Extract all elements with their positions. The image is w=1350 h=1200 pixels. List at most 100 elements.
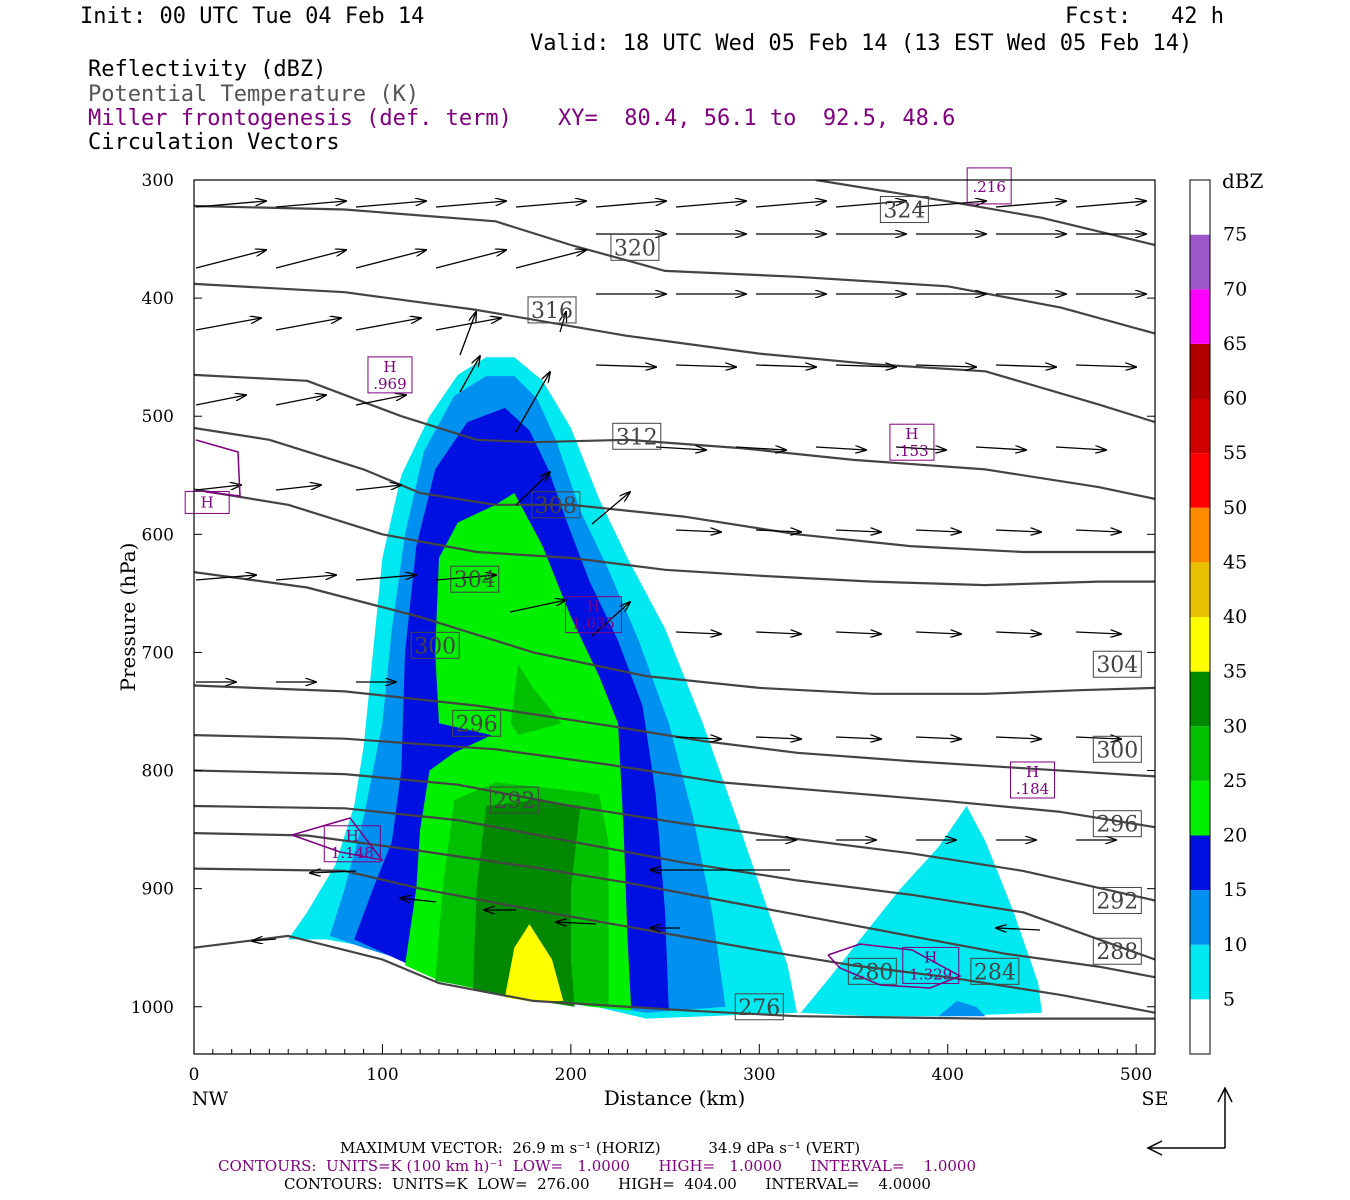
theta-line-292 — [194, 769, 1155, 902]
frontogenesis-contour — [291, 817, 384, 862]
theta-line-304 — [194, 571, 1155, 695]
plot-frame — [193, 179, 1156, 1055]
frontogenesis-max-value: .969 — [373, 375, 406, 393]
circulation-vector — [915, 365, 976, 367]
circulation-vector — [1075, 365, 1136, 367]
frontogenesis-max-label: H — [905, 425, 918, 443]
circulation-vector — [515, 250, 586, 269]
x-end-label-left: NW — [192, 1088, 229, 1110]
colorbar-title: dBZ — [1222, 169, 1264, 193]
circulation-vector — [515, 372, 550, 433]
theta-label: 284 — [974, 960, 1016, 985]
circulation-vector — [275, 201, 346, 208]
colorbar-swatch — [1190, 562, 1210, 617]
frontogenesis-marker-box — [902, 946, 960, 984]
theta-line-276 — [194, 934, 1155, 1020]
colorbar-tick-label: 55 — [1223, 442, 1247, 464]
colorbar-tick-label: 25 — [1223, 770, 1247, 792]
circulation-vector — [835, 737, 881, 739]
colorbar-tick-label: 20 — [1223, 825, 1247, 847]
circulation-vector — [355, 575, 416, 581]
colorbar-swatch — [1190, 780, 1210, 836]
circulation-vector — [195, 318, 261, 331]
field-frontogenesis: Miller frontogenesis (def. term) — [88, 106, 512, 131]
circulation-vector — [675, 201, 746, 208]
colorbar-swatch — [1190, 890, 1210, 945]
circulation-vector — [459, 312, 476, 356]
colorbar-swatch — [1190, 999, 1210, 1054]
theta-line-320 — [194, 282, 1155, 424]
max-vector-note: MAXIMUM VECTOR: 26.9 m s⁻¹ (HORIZ) 34.9 … — [340, 1139, 861, 1157]
y-tick-label: 900 — [142, 880, 174, 900]
circulation-vector — [835, 632, 881, 634]
frontogenesis-contour — [827, 943, 962, 989]
circulation-vector — [515, 201, 586, 208]
init-time: Init: 00 UTC Tue 04 Feb 14 — [80, 4, 425, 29]
theta-label: 296 — [1096, 813, 1138, 838]
circulation-vector — [509, 600, 566, 613]
theta-line-284 — [194, 832, 1155, 979]
theta-label-box — [450, 565, 500, 593]
circulation-vector — [735, 447, 786, 450]
colorbar-tick-label: 70 — [1223, 278, 1247, 300]
theta-line-280 — [194, 867, 1155, 1014]
frontogenesis-max-label: H — [346, 827, 359, 845]
theta-line-296 — [194, 734, 1155, 829]
y-tick-label: 400 — [142, 289, 174, 309]
frontogenesis-max-value: .216 — [972, 178, 1005, 196]
circulation-vector — [275, 318, 341, 331]
colorbar-tick-label: 10 — [1223, 934, 1247, 956]
circulation-vector — [275, 575, 336, 581]
colorbar-swatch — [1190, 234, 1210, 290]
circulation-vector — [459, 356, 480, 393]
theta-label: 324 — [883, 199, 925, 224]
circulation-vector — [591, 602, 630, 637]
circulation-vector — [755, 530, 801, 532]
theta-line-300 — [194, 684, 1155, 778]
theta-label: 320 — [614, 236, 656, 261]
theta-label-box — [612, 422, 662, 450]
colorbar-tick-label: 5 — [1223, 988, 1235, 1010]
reflectivity-fill — [288, 357, 1042, 1019]
theta-label-box — [879, 196, 929, 224]
circulation-vector — [835, 365, 896, 367]
x-tick-label: 300 — [743, 1065, 775, 1085]
circulation-vector — [195, 575, 256, 581]
theta-label: 300 — [414, 634, 456, 659]
frontogenesis-max-value: 1.329 — [909, 965, 952, 983]
theta-label: 292 — [1096, 889, 1138, 914]
circulation-vector — [755, 632, 801, 634]
theta-label-box — [1092, 650, 1142, 678]
circulation-vector — [556, 922, 597, 924]
frontogenesis-marker-box — [367, 356, 413, 394]
circulation-vector — [310, 871, 357, 873]
x-tick-label: 400 — [931, 1065, 963, 1085]
circulation-vector — [915, 530, 961, 532]
circulation-vector — [275, 395, 326, 406]
x-tick-label: 500 — [1120, 1065, 1152, 1085]
circulation-vector — [1055, 447, 1106, 450]
circulation-vector — [252, 939, 277, 941]
frontogenesis-marker-box — [966, 167, 1012, 205]
colorbar-tick-label: 65 — [1223, 333, 1247, 355]
circulation-vector — [435, 250, 506, 269]
circulation-vector — [275, 485, 321, 491]
circulation-vector — [355, 395, 406, 406]
colorbar-swatch — [1190, 180, 1210, 235]
circulation-vector — [355, 318, 421, 331]
circulation-vector — [195, 201, 266, 208]
frontogenesis-max-value: 1.035 — [572, 615, 615, 633]
circulation-vector — [675, 530, 721, 532]
circulation-vector — [996, 928, 1041, 930]
y-tick-label: 300 — [142, 171, 174, 191]
reflectivity-area-35dbz — [504, 924, 564, 1002]
theta-label: 312 — [616, 425, 658, 450]
frontogenesis-max-value: .153 — [895, 442, 928, 460]
circulation-vector — [815, 447, 866, 450]
y-tick-label: 500 — [142, 407, 174, 427]
circulation-vector — [435, 318, 501, 331]
colorbar-tick-label: 45 — [1223, 551, 1247, 573]
theta-line-316 — [194, 373, 1155, 500]
circulation-vector — [1075, 632, 1121, 634]
